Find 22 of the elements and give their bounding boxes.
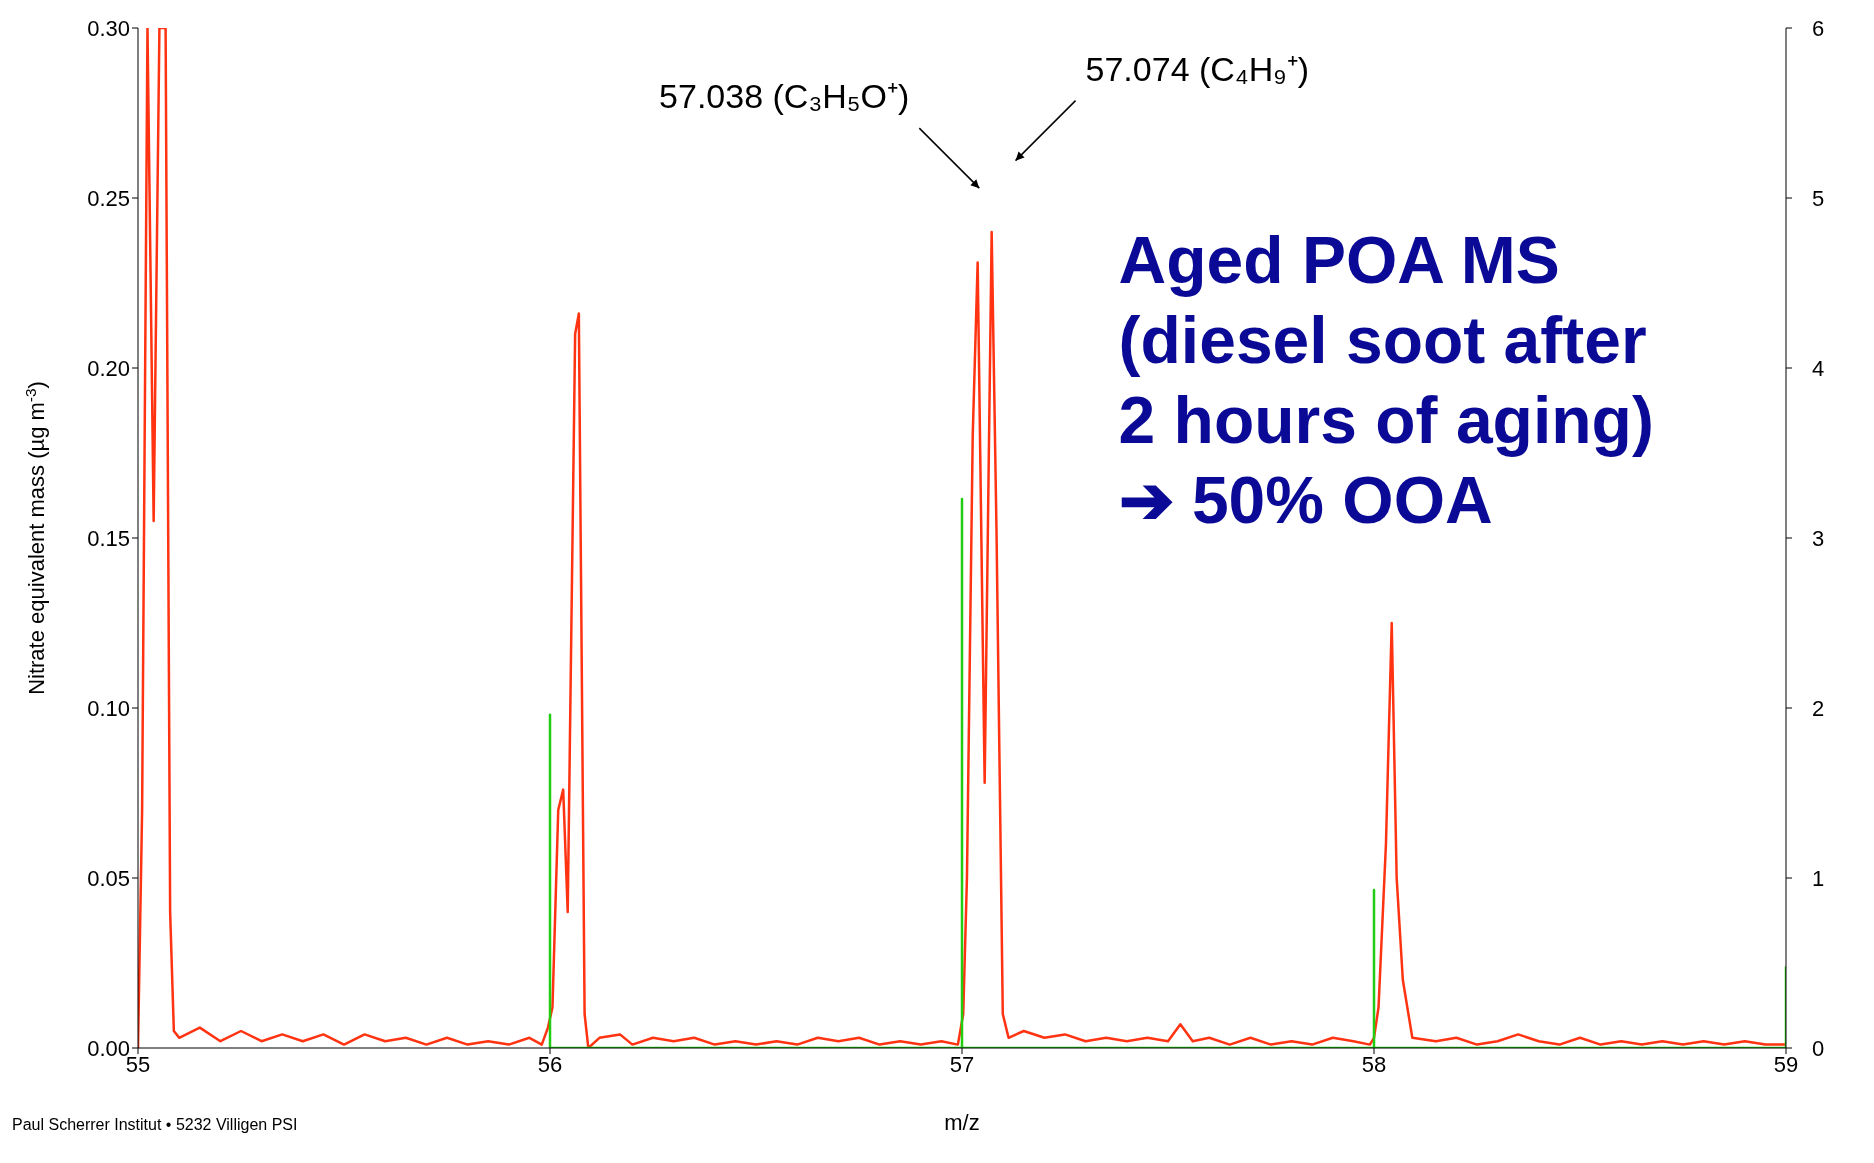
- y2-tick-label: 3: [1812, 525, 1825, 551]
- annotation: Aged POA MS (diesel soot after 2 hours of aging) ➔ 50% OOA: [1118, 223, 1654, 537]
- x-tick-label: 57: [949, 1051, 975, 1077]
- annotation: 57.074 (C₄H₉⁺): [1085, 49, 1310, 88]
- y2-tick-label: 2: [1812, 695, 1825, 721]
- y-tick-label: 0.15: [87, 525, 130, 551]
- text: Paul Scherrer Institut • 5232 Villigen PSI: [12, 1116, 298, 1133]
- x-tick-label: 58: [1361, 1051, 1387, 1077]
- y2-tick-label: 1: [1812, 865, 1825, 891]
- y-tick-label: 0.10: [87, 695, 130, 721]
- y2-tick-label: 6: [1812, 15, 1825, 41]
- y2-tick-label: 4: [1812, 355, 1825, 381]
- x-tick-label: 56: [537, 1051, 563, 1077]
- x-axis-title: m/z: [944, 1110, 980, 1135]
- y-tick-label: 0.05: [87, 865, 130, 891]
- y-tick-label: 0.30: [87, 15, 130, 41]
- y-tick-label: 0.20: [87, 355, 130, 381]
- y2-tick-label: 0: [1812, 1035, 1825, 1061]
- y2-tick-label: 5: [1812, 185, 1825, 211]
- annotation: 57.038 (C₃H₅O⁺): [659, 77, 910, 116]
- y-tick-label: 0.25: [87, 185, 130, 211]
- x-tick-label: 59: [1773, 1051, 1799, 1077]
